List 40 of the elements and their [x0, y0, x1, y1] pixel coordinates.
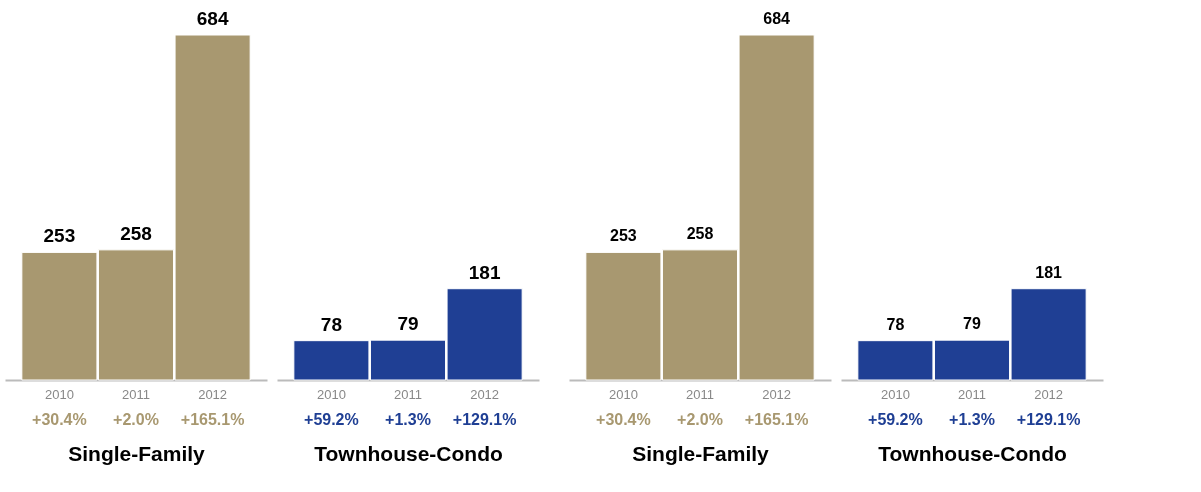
x-tick-label: 2012	[1034, 386, 1064, 402]
data-label: 79	[963, 315, 981, 333]
text: +30.4%	[32, 411, 87, 428]
data-label: 181	[1035, 263, 1063, 281]
data-label: 258	[120, 222, 152, 244]
x-axis-title: Single-Family	[632, 441, 770, 465]
text: +2.0%	[113, 411, 159, 428]
text: +59.2%	[868, 411, 923, 428]
x-tick-label: 2010	[44, 386, 74, 402]
text: +30.4%	[596, 411, 651, 428]
x-tick-label: 2011	[394, 386, 422, 402]
x-tick-label: 2012	[762, 386, 792, 402]
x-tick-label: 2012	[198, 386, 228, 402]
text: +129.1%	[1016, 411, 1081, 428]
x-tick-label: 2010	[880, 386, 910, 402]
x-tick-label: 2010	[608, 386, 638, 402]
x-axis-title: Single-Family	[68, 441, 206, 465]
data-label: 684	[763, 10, 791, 27]
x-axis-title: Townhouse-Condo	[314, 441, 503, 465]
x-tick-label: 2011	[686, 386, 714, 402]
x-axis-title: Townhouse-Condo	[878, 441, 1067, 465]
text: +59.2%	[304, 411, 359, 428]
data-label: 181	[468, 261, 501, 283]
data-label: 79	[397, 313, 419, 335]
x-tick-label: 2011	[958, 386, 986, 402]
text: +129.1%	[452, 411, 517, 428]
text: +165.1%	[180, 411, 245, 428]
data-label: 253	[610, 227, 637, 245]
data-label: 78	[320, 313, 342, 335]
text: +165.1%	[744, 411, 809, 428]
data-label: 684	[196, 8, 229, 29]
x-tick-label: 2012	[470, 386, 500, 402]
data-label: 253	[43, 225, 76, 247]
data-label: 258	[686, 224, 714, 242]
x-tick-label: 2011	[122, 386, 150, 402]
x-tick-label: 2010	[316, 386, 346, 402]
text: +2.0%	[677, 411, 723, 428]
data-label: 78	[886, 315, 905, 333]
text: +1.3%	[949, 411, 995, 428]
text: +1.3%	[385, 411, 431, 428]
